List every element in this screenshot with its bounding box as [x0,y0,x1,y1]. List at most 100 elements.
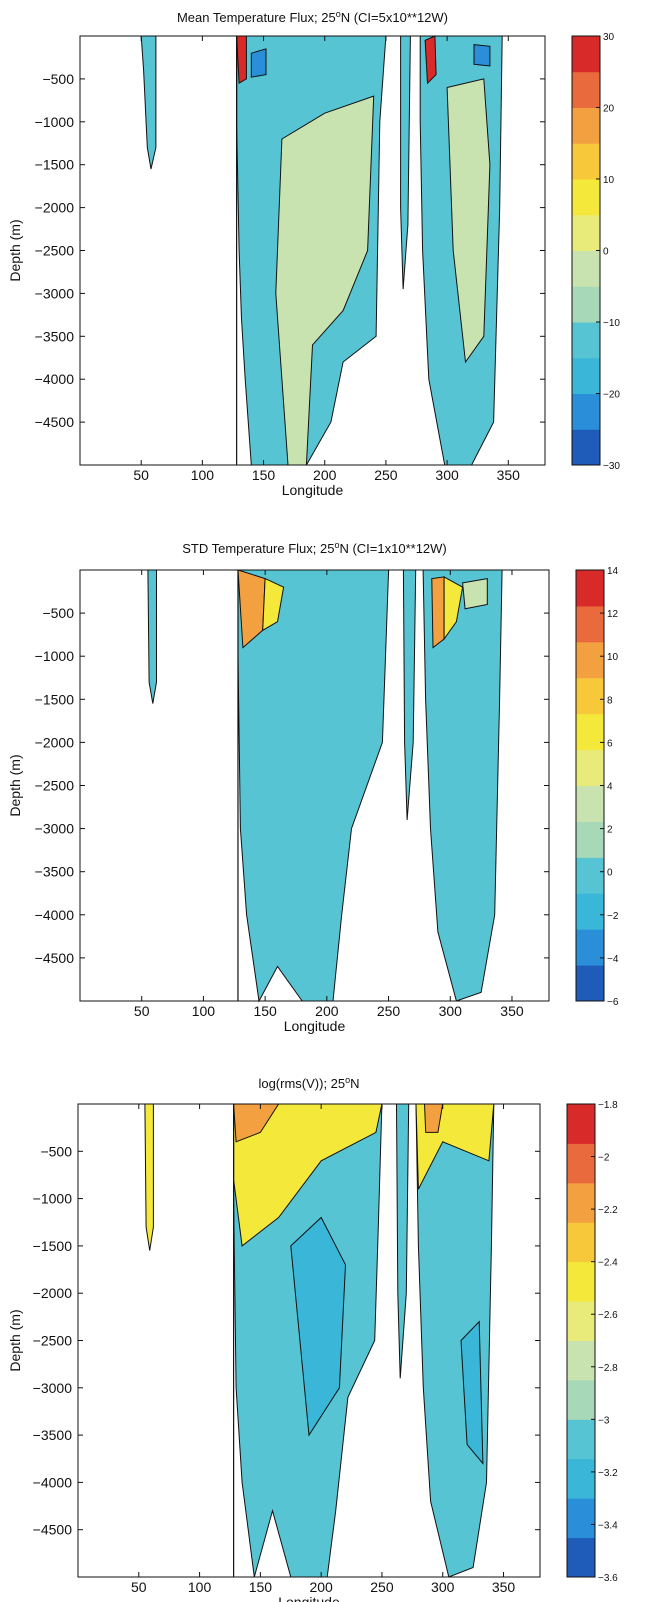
colorbar-tick-label: −2 [598,1153,610,1164]
colorbar-segment [567,1419,595,1460]
x-tick-label: 350 [497,467,521,483]
chart-title: log(rms(V)); 25oN [258,1075,359,1091]
x-tick-label: 150 [249,1579,273,1595]
y-tick-label: −4000 [35,371,75,387]
colorbar-segment [572,429,600,466]
colorbar-segment [567,1379,595,1420]
colorbar-segment [572,393,600,430]
title-main: Mean Temperature Flux; 25 [177,10,336,25]
colorbar-segment [572,179,600,216]
colorbar-tick-label: 6 [607,738,613,749]
x-tick-label: 150 [253,1003,277,1019]
y-axis-label: Depth (m) [7,1309,23,1371]
colorbar-segment [567,1104,595,1144]
x-tick-label: 300 [431,1579,455,1595]
title-rest: N (CI=1x10**12W) [339,541,446,556]
x-tick-label: 50 [133,467,149,483]
colorbar-segment [572,322,600,359]
contour-region [233,1103,383,1247]
x-tick-label: 100 [192,1003,216,1019]
y-tick-label: −1000 [35,114,75,130]
colorbar-segment [576,821,604,858]
colorbar-tick-label: −2.4 [598,1258,618,1269]
chart-title: STD Temperature Flux; 25oN (CI=1x10**12W… [182,540,447,556]
colorbar-segment [572,71,600,108]
colorbar-segment [572,36,600,73]
contour-region [262,577,285,632]
x-tick-label: 250 [377,1003,401,1019]
colorbar-segment [576,857,604,894]
y-tick-label: −500 [42,71,74,87]
title-degree: o [336,9,341,19]
contour-region [250,48,267,78]
x-tick-label: 350 [492,1579,516,1595]
colorbar-segment [572,107,600,144]
colorbar-segment [576,893,604,930]
contour-region [422,569,503,1002]
y-tick-label: −4000 [35,907,75,923]
colorbar-segment [572,143,600,180]
colorbar-segment [576,965,604,1002]
colorbar-segment [576,749,604,786]
colorbar-tick-label: −30 [603,461,620,472]
colorbar-segment [576,605,604,643]
y-tick-label: −1500 [35,691,75,707]
colorbar-segment [572,286,600,323]
y-axis-label: Depth (m) [7,754,23,816]
y-tick-label: −2000 [33,1285,73,1301]
y-tick-label: −1500 [35,157,75,173]
colorbar-tick-label: −20 [603,390,620,401]
colorbar-segment [567,1143,595,1184]
x-tick-label: 300 [439,1003,463,1019]
colorbar-tick-label: −1.8 [598,1100,618,1111]
x-axis-label: Longitude [278,1594,340,1602]
x-tick-label: 50 [134,1003,150,1019]
x-axis-label: Longitude [284,1018,346,1034]
chart-panel-3: log(rms(V)); 25oN 50 100 150 200 250 300 350 −50… [7,1075,618,1602]
x-tick-label: 250 [374,467,398,483]
colorbar-segment [567,1537,595,1578]
colorbar-segment [576,713,604,751]
colorbar-tick-label: 10 [607,652,619,663]
contour-region [443,576,464,641]
contour-region [275,95,375,466]
x-tick-label: 200 [313,467,337,483]
x-tick-label: 250 [370,1579,394,1595]
y-tick-label: −1500 [33,1238,73,1254]
colorbar-segment [576,929,604,966]
chart-title: Mean Temperature Flux; 25oN (CI=5x10**12… [177,9,448,25]
contour-region [424,35,437,85]
y-tick-label: −3500 [35,328,75,344]
colorbar-segment [567,1301,595,1341]
colorbar-segment [567,1458,595,1499]
y-tick-label: −1000 [35,648,75,664]
colorbar-tick-label: −3.6 [598,1573,618,1584]
colorbar-segment [572,250,600,287]
x-tick-label: 100 [191,467,215,483]
colorbar-segment [576,785,604,822]
y-tick-label: −3500 [33,1427,73,1443]
colorbar-tick-label: 14 [607,566,619,577]
y-tick-label: −2500 [35,243,75,259]
y-tick-label: −4500 [35,414,75,430]
y-tick-label: −2000 [35,734,75,750]
colorbar-segment [567,1340,595,1381]
colorbar-tick-label: 30 [603,32,615,43]
colorbar-segment [576,570,604,607]
y-tick-label: −4500 [35,950,75,966]
y-tick-label: −2500 [33,1333,73,1349]
y-tick-label: −500 [40,1143,72,1159]
y-axis-label: Depth (m) [7,219,23,281]
x-tick-label: 150 [252,467,276,483]
title-degree: o [345,1075,350,1085]
x-tick-label: 300 [435,467,459,483]
chart-panel-2: STD Temperature Flux; 25oN (CI=1x10**12W… [7,540,619,1034]
x-tick-label: 50 [131,1579,147,1595]
contour-region [147,569,157,704]
contour-region [290,1216,347,1437]
x-axis-label: Longitude [282,482,344,498]
colorbar-segment [572,357,600,394]
colorbar-segment [576,677,604,715]
y-tick-label: −2000 [35,200,75,216]
